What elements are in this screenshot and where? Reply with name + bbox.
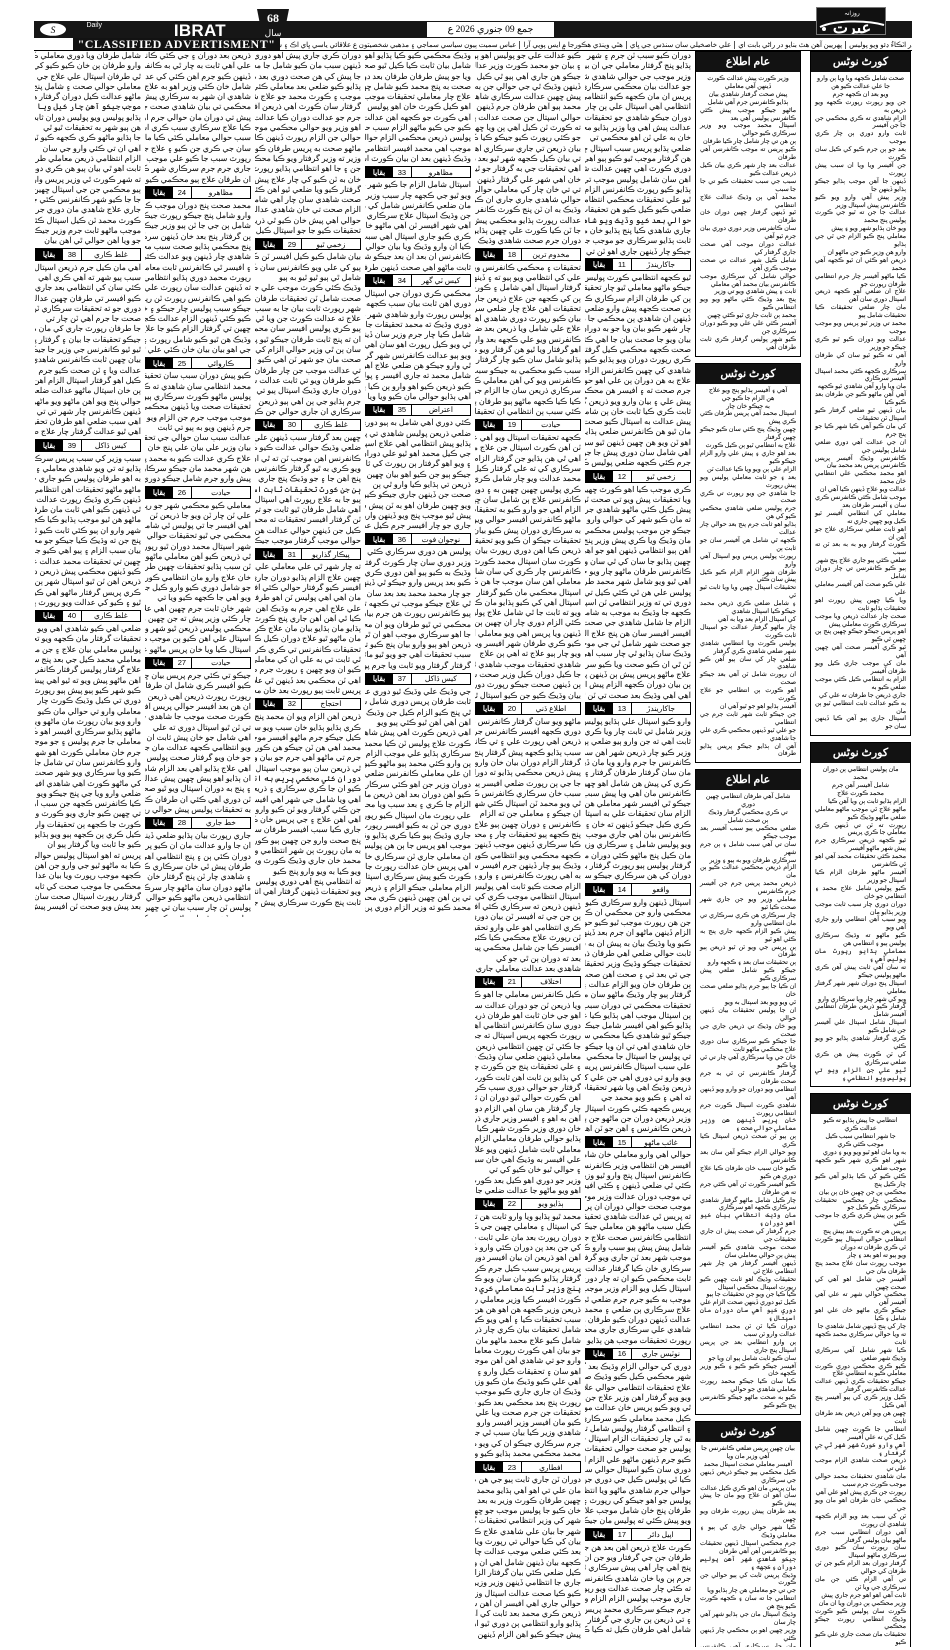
svg-text:S: S [51, 26, 56, 36]
